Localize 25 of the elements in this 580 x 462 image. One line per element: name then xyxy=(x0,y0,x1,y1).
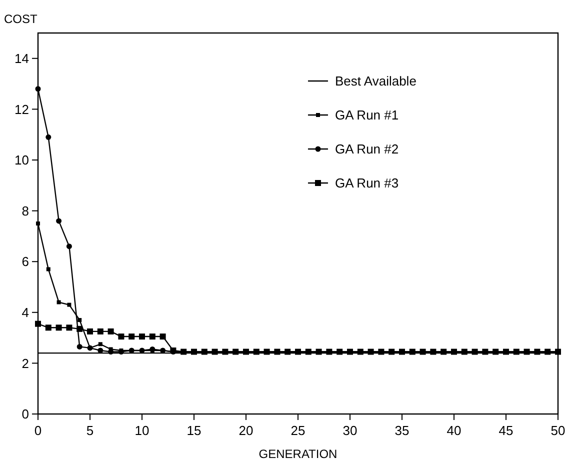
y-tick-label: 0 xyxy=(22,406,29,422)
x-tick-label: 40 xyxy=(446,423,462,438)
y-tick-label: 8 xyxy=(22,203,29,218)
x-tick-label: 5 xyxy=(86,423,94,438)
x-tick-label: 50 xyxy=(550,423,566,438)
x-tick-label: 15 xyxy=(186,423,202,438)
x-tick-label: 30 xyxy=(342,423,358,438)
x-tick-label: 0 xyxy=(34,423,42,438)
y-tick-label: 2 xyxy=(22,356,29,371)
y-tick-label: 14 xyxy=(14,50,29,66)
legend-label: GA Run #2 xyxy=(335,142,399,157)
legend-label: GA Run #1 xyxy=(335,108,399,123)
legend-label: GA Run #3 xyxy=(335,176,399,191)
y-tick-label: 6 xyxy=(22,254,29,270)
y-axis-title: COST xyxy=(4,12,38,26)
x-tick-label: 35 xyxy=(394,423,410,438)
legend-label: Best Available xyxy=(335,74,416,89)
x-tick-label: 45 xyxy=(498,423,514,438)
y-tick-label: 4 xyxy=(22,304,29,320)
x-axis-title: GENERATION xyxy=(258,447,338,461)
x-tick-label: 10 xyxy=(134,423,150,438)
y-tick-label: 10 xyxy=(14,152,29,168)
x-tick-label: 20 xyxy=(238,423,254,438)
x-tick-label: 25 xyxy=(290,423,306,438)
y-tick-label: 12 xyxy=(14,102,29,117)
